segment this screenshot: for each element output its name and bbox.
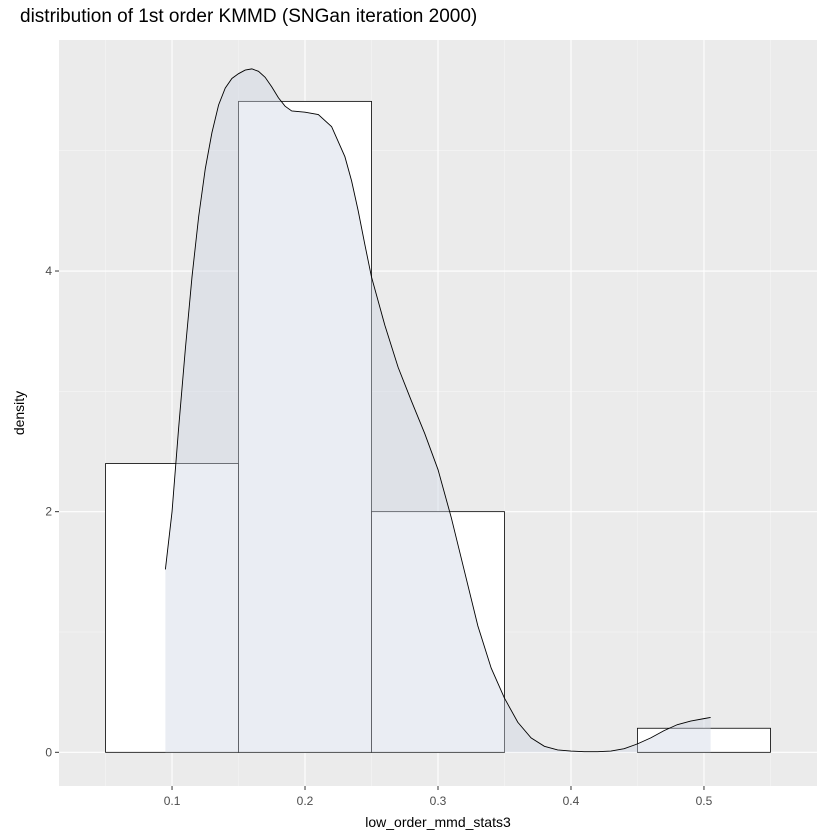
y-tick-label: 2 (45, 505, 52, 519)
y-tick-label: 0 (45, 745, 52, 759)
histogram-bar-3 (371, 511, 505, 753)
y-axis-title: density (11, 391, 27, 435)
x-tick-label: 0.3 (430, 794, 447, 808)
density-line (164, 68, 711, 753)
density-area (165, 68, 711, 753)
x-axis-ticks: 0.1 0.2 0.3 0.4 0.5 (164, 786, 713, 808)
x-axis-title: low_order_mmd_stats3 (365, 814, 511, 830)
x-tick-label: 0.5 (696, 794, 713, 808)
histogram-bar-2 (238, 100, 372, 753)
chart-title: distribution of 1st order KMMD (SNGan it… (20, 6, 478, 27)
y-axis-ticks: 0 2 4 (45, 264, 59, 759)
x-tick-label: 0.2 (297, 794, 314, 808)
x-tick-label: 0.1 (164, 794, 181, 808)
x-tick-label: 0.4 (563, 794, 580, 808)
y-tick-label: 4 (45, 264, 52, 278)
histogram-bar-5 (637, 727, 771, 753)
